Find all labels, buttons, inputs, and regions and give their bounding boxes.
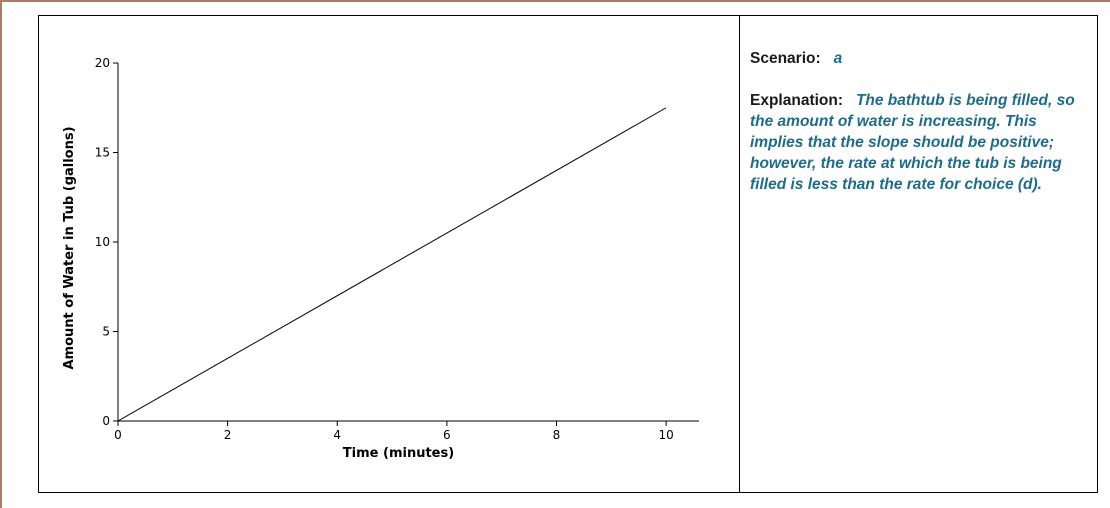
tick-marks: 0 2 4 6 8 10 0 5 10 15 20 (95, 56, 674, 442)
y-tick-label: 10 (95, 235, 110, 249)
scenario-label: Scenario: (750, 50, 821, 67)
x-axis-label: Time (minutes) (343, 446, 454, 461)
cell-divider (739, 16, 740, 492)
y-tick-label: 0 (102, 414, 110, 428)
x-tick-label: 10 (658, 428, 673, 442)
explanation-paragraph: Explanation: The bathtub is being filled… (750, 90, 1090, 195)
x-tick-label: 0 (114, 428, 122, 442)
y-tick-label: 15 (95, 146, 110, 160)
line-chart: 0 2 4 6 8 10 0 5 10 15 20 Time (minutes) Amount of… (62, 56, 699, 461)
x-tick-label: 4 (333, 428, 341, 442)
x-tick-label: 6 (443, 428, 451, 442)
series-group (117, 107, 667, 422)
x-tick-label: 2 (224, 428, 232, 442)
y-tick-label: 5 (102, 325, 110, 339)
scenario-value: a (833, 50, 843, 67)
answer-table: 0 2 4 6 8 10 0 5 10 15 20 Time (minutes) Amount of… (38, 15, 1098, 493)
x-tick-label: 8 (553, 428, 561, 442)
explanation-text: The bathtub is being filled, so the amou… (750, 92, 1075, 193)
chart-cell: 0 2 4 6 8 10 0 5 10 15 20 Time (minutes) Amount of… (39, 16, 739, 492)
scenario-line: Scenario: a (750, 48, 1090, 69)
series-line (117, 107, 667, 422)
explanation-cell: Scenario: a Explanation: The bathtub is … (750, 48, 1090, 216)
axes (117, 63, 699, 422)
explanation-label: Explanation: (750, 92, 844, 109)
y-tick-label: 20 (95, 56, 110, 70)
y-axis-label: Amount of Water in Tub (gallons) (62, 126, 77, 369)
